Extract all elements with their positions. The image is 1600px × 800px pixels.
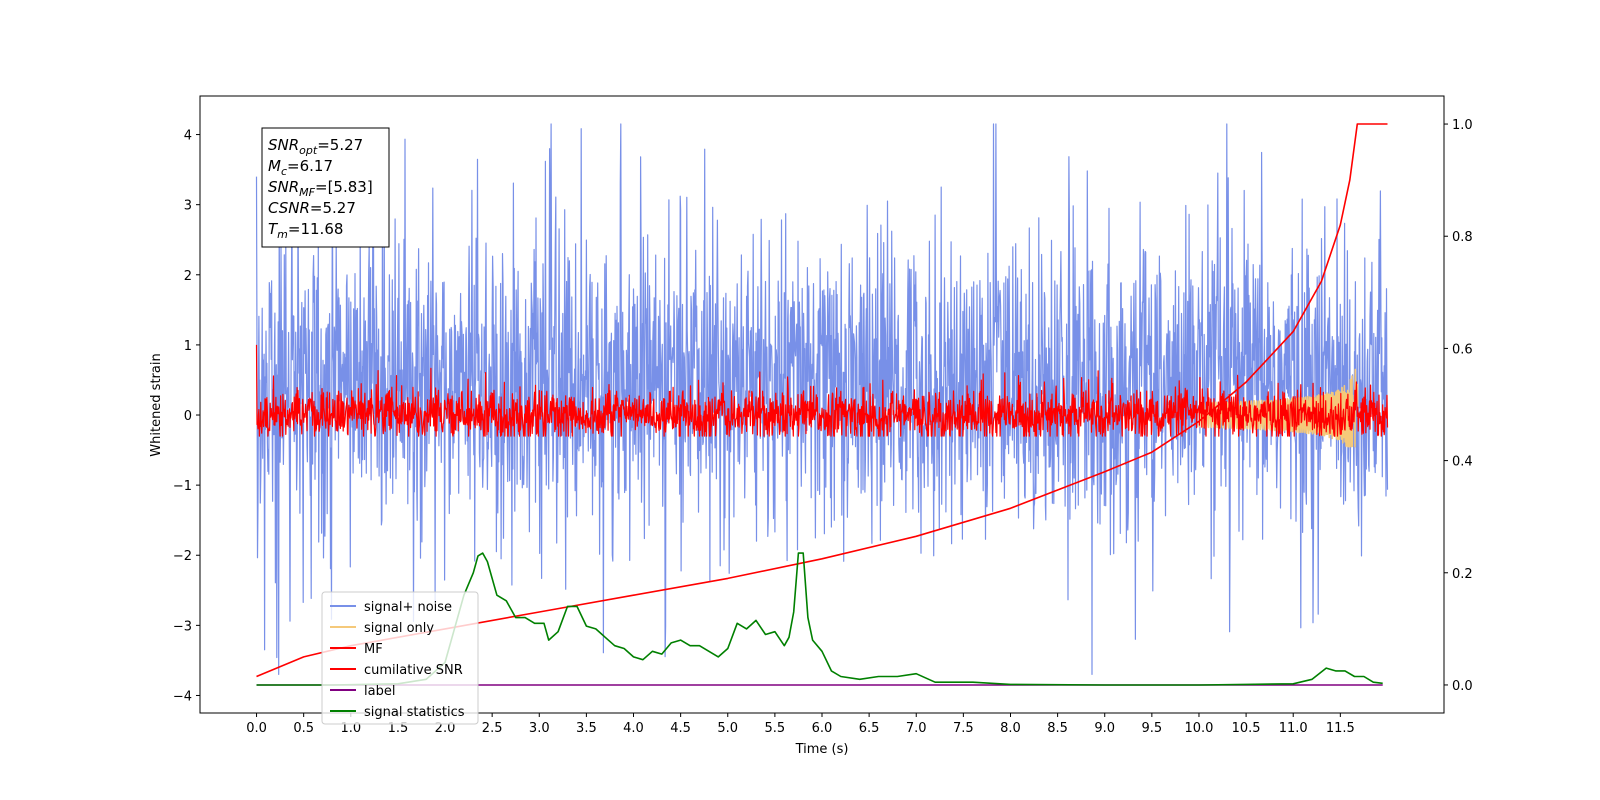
y-tick-label: 2 [184,269,192,284]
annotation-symbol: T [268,220,279,238]
annotation-symbol: M [268,157,281,175]
stats-annotation-box: SNRopt=5.27Mc=6.17SNRMF=[5.83]CSNR=5.27T… [261,127,390,248]
x-tick-label: 9.0 [1094,721,1115,736]
y-tick-label: 4 [184,129,192,144]
x-tick-label: 7.5 [953,721,974,736]
x-tick-label: 0.0 [246,721,267,736]
x-tick-label: 10.0 [1184,721,1213,736]
y-tick-label: 1 [184,339,192,354]
x-tick-label: 0.5 [293,721,314,736]
x-tick-label: 7.0 [906,721,927,736]
y-right-tick-label: 0.8 [1452,230,1473,245]
y-tick-label: −3 [173,619,192,634]
x-tick-label: 8.0 [1000,721,1021,736]
y-right-tick-label: 0.0 [1452,679,1473,694]
series-mf-line [255,344,1389,437]
y-tick-label: −1 [173,479,192,494]
x-tick-label: 11.5 [1326,721,1355,736]
annotation-value: =11.68 [288,220,344,238]
legend-label: signal statistics [364,705,465,720]
x-tick-label: 2.5 [482,721,503,736]
y-axis-label: Whitened strain [149,353,164,456]
x-tick-label: 2.0 [435,721,456,736]
annotation-value: =[5.83] [315,178,373,196]
x-tick-label: 4.5 [670,721,691,736]
y-tick-label: −4 [173,689,192,704]
x-tick-label: 6.5 [859,721,880,736]
annotation-symbol: SNR [268,178,299,196]
annotation-subscript: MF [299,186,315,199]
legend-label: signal only [364,621,434,636]
x-tick-label: 10.5 [1232,721,1261,736]
y-axis-left: 4 3 2 1 0 −1 −2 −3 −4 [173,129,200,704]
annotation-value: =5.27 [317,136,363,154]
annotation-subscript: c [281,165,287,178]
legend: signal+ noise signal only MF cumilative SNR… [321,591,479,725]
series-signal-statistics-line [256,552,1383,686]
annotation-value: =5.27 [310,199,356,217]
y-right-tick-label: 0.6 [1452,342,1473,357]
x-tick-label: 3.5 [576,721,597,736]
y-tick-label: 0 [184,409,192,424]
legend-label: signal+ noise [364,600,452,615]
x-tick-label: 1.5 [388,721,409,736]
y-right-tick-label: 0.4 [1452,455,1473,470]
annotation-line: SNRMF=[5.83] [268,178,373,199]
y-axis-right: 1.0 0.8 0.6 0.4 0.2 0.0 [1444,118,1473,694]
annotation-subscript: opt [299,144,318,157]
legend-label: label [364,684,395,699]
annotation-subscript: m [277,228,288,241]
annotation-symbol: CSNR [268,199,310,217]
x-tick-label: 9.5 [1142,721,1163,736]
annotation-symbol: SNR [268,136,299,154]
y-right-tick-label: 0.2 [1452,567,1473,582]
x-tick-label: 1.0 [340,721,361,736]
series-signal-noise-line [255,123,1389,675]
annotation-line: Tm=11.68 [268,220,343,241]
annotation-frame [261,127,390,248]
x-axis-label: Time (s) [795,742,849,757]
y-right-tick-label: 1.0 [1452,118,1473,133]
x-tick-label: 11.0 [1279,721,1308,736]
annotation-line: CSNR=5.27 [268,199,356,217]
x-tick-label: 5.0 [717,721,738,736]
annotation-line: Mc=6.17 [268,157,333,178]
x-tick-label: 8.5 [1047,721,1068,736]
x-tick-label: 5.5 [765,721,786,736]
x-tick-label: 3.0 [529,721,550,736]
legend-label: cumilative SNR [364,663,463,678]
x-axis: 0.0 0.5 1.0 1.5 2.0 2.5 3.0 3.5 4.0 4.5 5.0 5.5 6.0 6… [246,713,1355,736]
legend-frame [321,591,479,725]
annotation-value: =6.17 [287,157,333,175]
legend-label: MF [364,642,383,657]
y-tick-label: 3 [184,199,192,214]
x-tick-label: 6.0 [812,721,833,736]
annotation-line: SNRopt=5.27 [268,136,363,157]
y-tick-label: −2 [173,549,192,564]
x-tick-label: 4.0 [623,721,644,736]
